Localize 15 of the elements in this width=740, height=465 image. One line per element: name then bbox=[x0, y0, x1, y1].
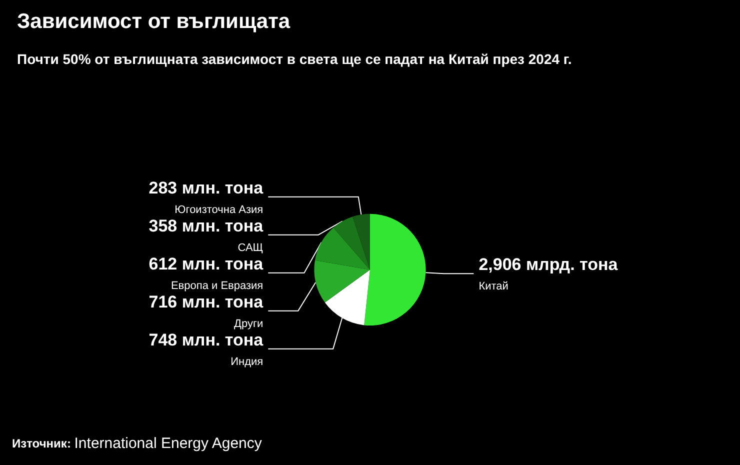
slice-label: Други bbox=[234, 318, 264, 330]
data-label: 748 млн. тона bbox=[148, 330, 264, 350]
slice-label: Китай bbox=[478, 280, 508, 293]
slice-label: Индия bbox=[230, 356, 264, 368]
data-label: 612 млн. тона bbox=[148, 254, 264, 274]
data-label: 283 млн. тона bbox=[148, 178, 264, 198]
chart-title: Зависимост от въглищата bbox=[17, 10, 290, 33]
chart-subtitle: Почти 50% от въглищната зависимост в света ще се падат на Китай през 2024 г. bbox=[17, 51, 572, 67]
data-label: 358 млн. тона bbox=[148, 216, 264, 236]
text: Източник: International Energy Agency bbox=[12, 435, 262, 452]
slice-label: САЩ bbox=[238, 242, 264, 254]
slice-label: Европа и Евразия bbox=[170, 280, 264, 292]
data-label: 2,906 млрд. тона bbox=[478, 255, 618, 274]
slice-label: Югоизточна Азия bbox=[174, 204, 264, 216]
data-label: 716 млн. тона bbox=[148, 292, 264, 312]
